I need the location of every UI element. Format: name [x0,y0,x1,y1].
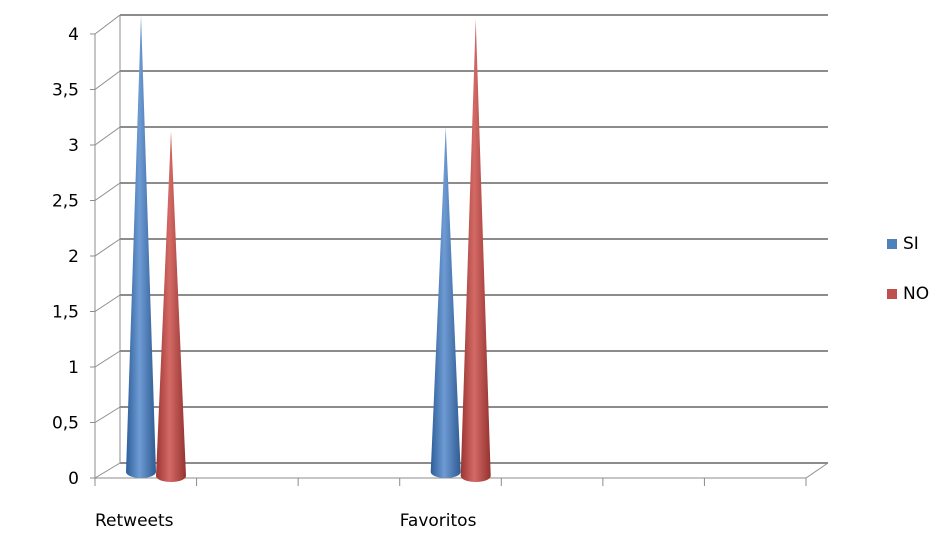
floor-right-edge [805,462,829,479]
legend-label-si: SI [903,234,919,254]
gridline-diagonal [94,182,121,201]
cone-no-0 [156,131,186,482]
cone-no-3 [460,19,491,482]
gridline-diagonal [94,238,121,257]
gridline-diagonal [94,294,121,312]
gridline-diagonal [94,14,121,35]
gridline-diagonal [94,406,121,423]
y-tick-label: 0,5 [52,414,79,434]
cone-body [430,127,461,479]
legend-item-si: SI [887,230,929,258]
gridline-diagonal [94,126,121,146]
gridlines [94,14,828,479]
x-tick-label: Retweets [95,511,174,531]
y-tick-label: 3 [68,136,79,156]
cone-body [156,131,186,482]
y-tick-label: 0 [68,469,79,489]
y-tick-label: 2,5 [52,192,79,212]
x-axis-ticks: Retweets Favoritos [94,478,807,531]
legend-item-no: NO [887,280,929,308]
cone-si-3 [430,127,461,479]
y-axis-ticks: 0 0,5 1 1,5 2 2,5 3 3,5 4 [52,25,95,489]
legend: SI NO [887,230,929,330]
y-tick-label: 3,5 [52,81,79,101]
plot-area [126,15,491,482]
legend-swatch-si [887,239,897,249]
cone-body [460,19,491,482]
legend-label-no: NO [903,284,930,304]
gridline-diagonal [94,350,121,368]
cone-si-0 [126,15,156,478]
y-tick-label: 4 [68,25,79,45]
y-tick-label: 2 [68,247,79,267]
gridline-diagonal [94,70,121,90]
axes [94,15,829,479]
x-tick-label: Favoritos [400,511,477,531]
y-tick-label: 1,5 [52,303,79,323]
y-tick-label: 1 [68,358,79,378]
cone-body [126,15,156,478]
gridline-diagonal [94,462,121,479]
legend-swatch-no [887,289,897,299]
